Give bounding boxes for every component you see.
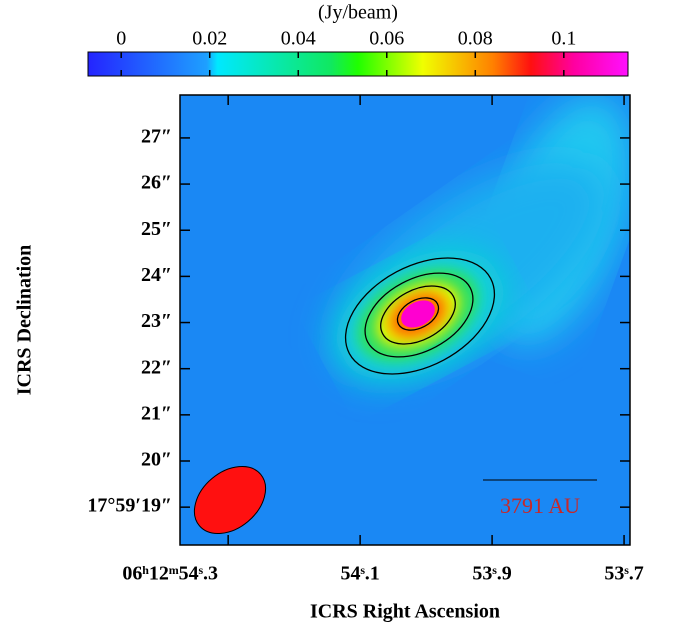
- y-tick-label: 24″: [141, 264, 172, 286]
- y-axis-label: ICRS Declination: [14, 245, 36, 396]
- colorbar-tick-label: 0: [116, 28, 126, 50]
- y-tick-label: 22″: [141, 356, 172, 378]
- y-tick-label: 17°59′19″: [87, 495, 172, 517]
- colorbar-tick-label: 0.02: [192, 28, 227, 50]
- colorbar-tick-label: 0.06: [369, 28, 404, 50]
- image: [180, 77, 661, 547]
- x-axis-label: ICRS Right Ascension: [310, 601, 500, 623]
- y-tick-label: 23″: [141, 310, 172, 332]
- scalebar-label: 3791 AU: [500, 493, 580, 518]
- chart: (Jy/beam) 3791 AU ICRS Right Ascension I…: [0, 0, 673, 631]
- colorbar: [88, 52, 628, 76]
- x-tick-label: 54ˢ.1: [340, 563, 379, 585]
- y-tick-label: 20″: [141, 449, 172, 471]
- colorbar-tick-label: 0.08: [458, 28, 493, 50]
- x-tick-label: 06ʰ12ᵐ54ˢ.3: [122, 563, 218, 585]
- colorbar-tick-label: 0.04: [281, 28, 316, 50]
- y-tick-label: 26″: [141, 172, 172, 194]
- x-tick-label: 53ˢ.9: [472, 563, 511, 585]
- y-tick-label: 25″: [141, 218, 172, 240]
- colorbar-tick-label: 0.1: [551, 28, 576, 50]
- x-tick-label: 53ˢ.7: [604, 563, 643, 585]
- y-tick-label: 27″: [141, 126, 172, 148]
- colorbar-label: (Jy/beam): [318, 2, 398, 24]
- y-tick-label: 21″: [141, 402, 172, 424]
